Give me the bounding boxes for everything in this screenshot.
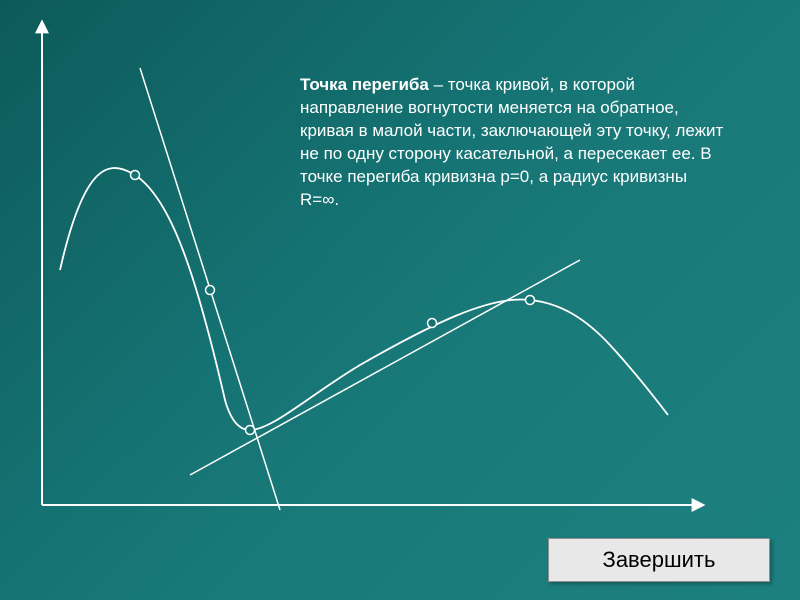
term: Точка перегиба (300, 75, 429, 94)
finish-button-label: Завершить (603, 547, 716, 573)
definition-text: Точка перегиба – точка кривой, в которой… (300, 74, 730, 212)
inflection-point (428, 319, 437, 328)
definition-body: – точка кривой, в которой направление во… (300, 75, 723, 209)
slide: Точка перегиба – точка кривой, в которой… (0, 0, 800, 600)
tangent-line-2 (190, 260, 580, 475)
inflection-point (246, 426, 255, 435)
finish-button[interactable]: Завершить (548, 538, 770, 582)
inflection-point (131, 171, 140, 180)
inflection-point (526, 296, 535, 305)
inflection-point (206, 286, 215, 295)
